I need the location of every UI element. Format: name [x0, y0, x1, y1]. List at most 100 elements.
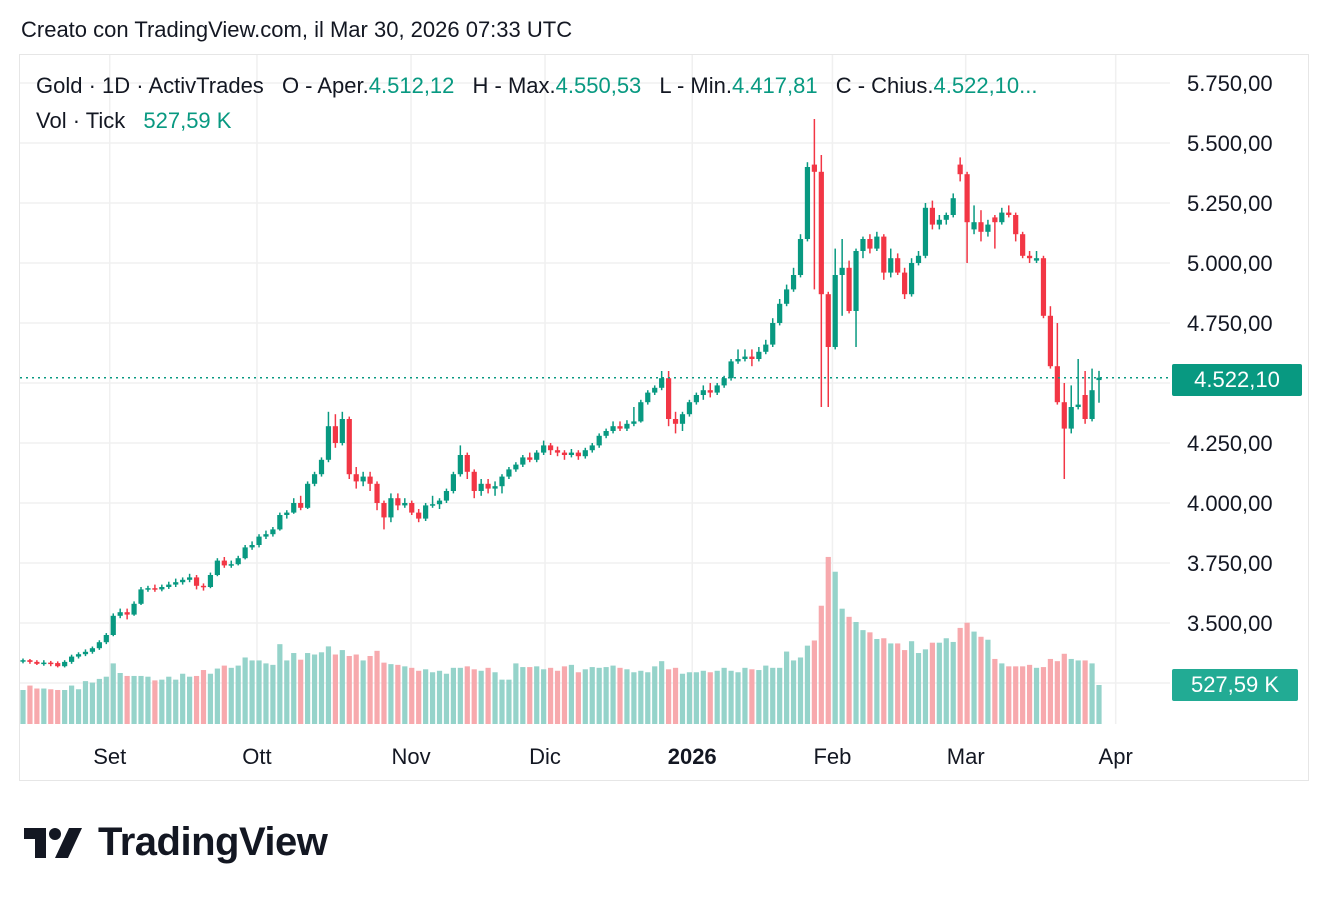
candle [561, 450, 568, 460]
candle [756, 347, 762, 362]
volume-bar [554, 670, 561, 724]
grid [20, 55, 1170, 724]
volume-bar [922, 649, 929, 724]
time-tick-label: Apr [1099, 744, 1133, 769]
candle-body [860, 239, 866, 251]
volume-bar [902, 650, 908, 724]
candle-body [610, 426, 616, 431]
candle [957, 157, 963, 182]
volume-bar [1061, 653, 1067, 724]
candle-body [804, 167, 811, 239]
tradingview-logo-icon [24, 827, 82, 858]
candle-body [513, 464, 519, 470]
volume-bar [666, 669, 672, 724]
volume-bar [784, 651, 790, 724]
volume-bar [867, 632, 873, 724]
price-tick-label: 4.000,00 [1187, 491, 1273, 516]
candle [159, 584, 165, 592]
candle-body [89, 648, 96, 652]
candle [784, 284, 790, 307]
candle-body [429, 504, 436, 506]
volume-bar [1089, 663, 1095, 724]
candle [124, 608, 130, 620]
candle [978, 210, 984, 242]
candle [881, 234, 887, 280]
volume-bar [895, 643, 901, 724]
candle [513, 462, 519, 472]
candle-body [138, 589, 144, 604]
tradingview-logo-text: TradingView [98, 820, 328, 864]
candle [221, 557, 227, 568]
symbol-label[interactable]: Gold · 1D · ActivTrades [36, 73, 264, 98]
candle [922, 203, 929, 259]
candle [117, 608, 123, 619]
candle-body [1054, 366, 1060, 403]
candle [82, 649, 89, 657]
candle-body [561, 452, 568, 455]
candle-body [311, 474, 318, 484]
volume-bar [173, 679, 179, 724]
volume-bar [964, 622, 970, 724]
candle [374, 481, 380, 511]
candle-body [1047, 315, 1054, 367]
candle-body [249, 545, 255, 548]
candle [395, 493, 401, 511]
candle-body [1068, 407, 1074, 429]
tradingview-logo[interactable]: TradingView [24, 820, 328, 865]
low-value: 4.417,81 [731, 73, 818, 98]
candle-body [1033, 258, 1040, 261]
candle [457, 445, 463, 477]
candle [249, 541, 255, 550]
price-tick-label: 4.750,00 [1187, 311, 1273, 336]
candle [291, 498, 297, 514]
candle [652, 385, 658, 395]
candle-body [48, 662, 54, 665]
candle-body [582, 450, 588, 457]
volume-bar [728, 670, 734, 724]
candle [48, 660, 54, 667]
candle [707, 383, 713, 398]
volume-bar [1082, 660, 1088, 724]
volume-bar [561, 666, 568, 724]
volume-bar [1013, 666, 1019, 724]
candle [89, 646, 96, 654]
candle [929, 200, 935, 230]
candle-body [464, 455, 470, 472]
candle [554, 446, 561, 457]
volume-bar [228, 667, 234, 724]
volume-bar [138, 675, 144, 724]
candle-body [360, 476, 366, 482]
volume-bar [589, 667, 595, 724]
volume-bar [985, 639, 991, 724]
volume-bar [936, 642, 942, 724]
candle [228, 560, 234, 568]
price-tick-label: 5.750,00 [1187, 71, 1273, 96]
chart-frame[interactable] [19, 54, 1309, 781]
candle [610, 421, 616, 434]
candle [589, 443, 595, 453]
volume-label[interactable]: Vol · Tick [36, 108, 126, 133]
candle [34, 660, 40, 665]
candle [666, 371, 672, 427]
volume-bar [707, 672, 713, 724]
candle-body [381, 503, 387, 518]
candle [1047, 306, 1054, 369]
volume-bar [513, 663, 519, 724]
volume-bar [110, 663, 116, 724]
candle [950, 193, 956, 218]
volume-bar [652, 666, 658, 724]
candle [360, 471, 366, 487]
candle [96, 640, 102, 650]
candle-body [131, 603, 137, 615]
volume-bar [402, 666, 408, 724]
candle-body [652, 387, 658, 393]
high-value: 4.550,53 [555, 73, 642, 98]
volume-bar [693, 672, 699, 724]
candle-body [554, 450, 561, 453]
candle [409, 500, 415, 515]
candle-body [305, 483, 311, 508]
volume-bar [1026, 664, 1033, 724]
candle-body [1013, 215, 1019, 235]
candle [214, 558, 220, 577]
